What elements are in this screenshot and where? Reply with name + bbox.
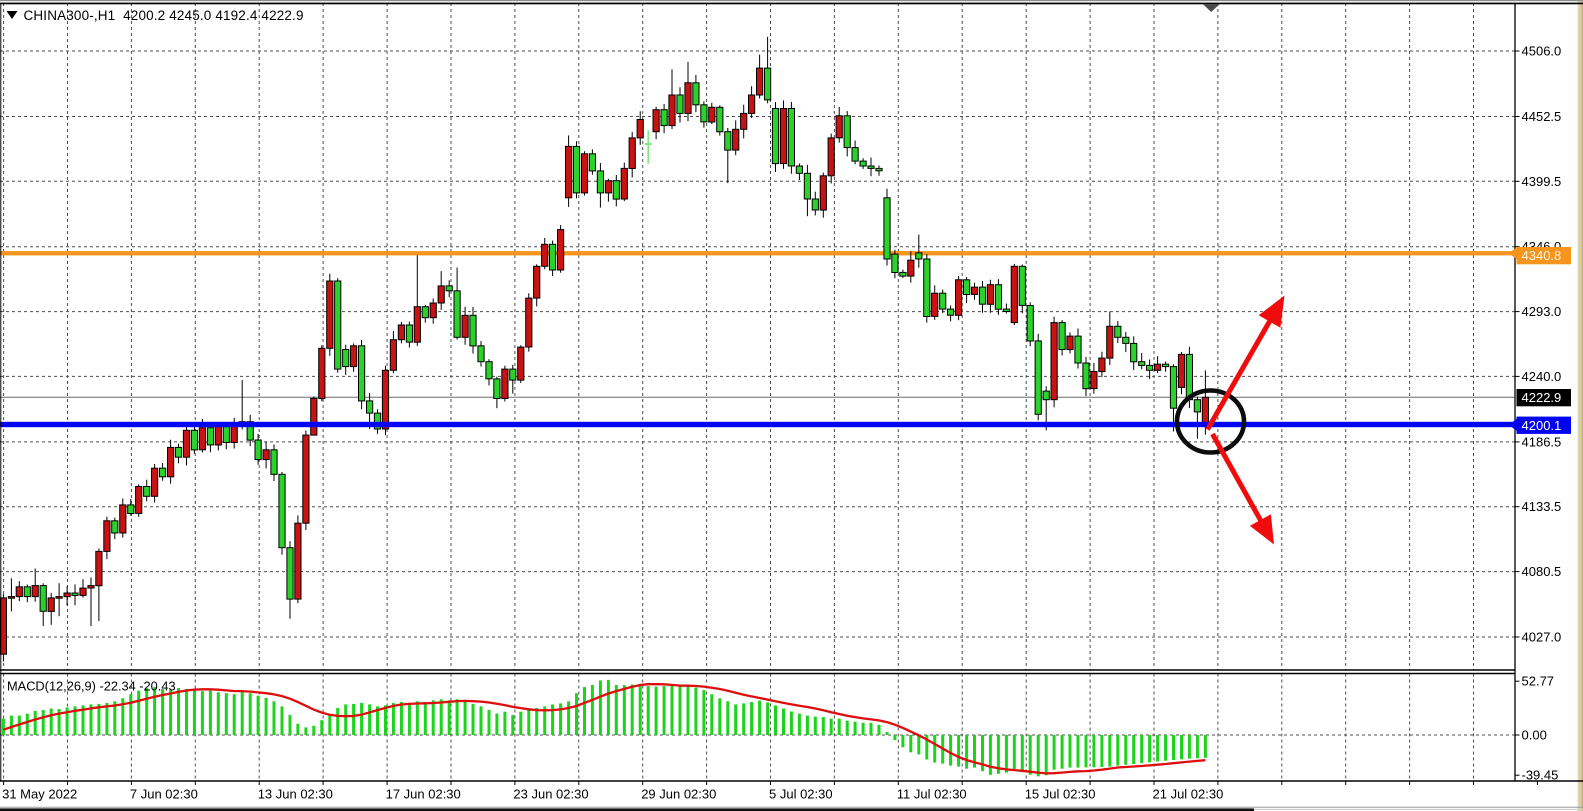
svg-text:23 Jun 02:30: 23 Jun 02:30 <box>513 786 588 801</box>
svg-text:4222.9: 4222.9 <box>1522 390 1562 405</box>
svg-text:4240.0: 4240.0 <box>1522 369 1562 384</box>
svg-text:-39.45: -39.45 <box>1522 768 1559 783</box>
svg-text:7 Jun 02:30: 7 Jun 02:30 <box>130 786 198 801</box>
svg-text:4506.0: 4506.0 <box>1522 44 1562 59</box>
svg-text:21 Jul 02:30: 21 Jul 02:30 <box>1153 786 1224 801</box>
svg-text:4452.5: 4452.5 <box>1522 109 1562 124</box>
svg-text:4340.8: 4340.8 <box>1522 248 1562 263</box>
svg-text:13 Jun 02:30: 13 Jun 02:30 <box>258 786 333 801</box>
svg-text:4027.0: 4027.0 <box>1522 630 1562 645</box>
svg-text:4293.0: 4293.0 <box>1522 304 1562 319</box>
svg-text:4200.1: 4200.1 <box>1522 418 1562 433</box>
svg-text:31 May 2022: 31 May 2022 <box>2 786 77 801</box>
svg-text:CHINA300-,H1 4200.2 4245.0 41: CHINA300-,H1 4200.2 4245.0 4192.4 4222.9 <box>24 8 304 23</box>
svg-text:17 Jun 02:30: 17 Jun 02:30 <box>386 786 461 801</box>
svg-text:MACD(12,26,9) -22.34 -20.43: MACD(12,26,9) -22.34 -20.43 <box>7 678 176 693</box>
svg-text:4186.5: 4186.5 <box>1522 434 1562 449</box>
svg-text:4133.5: 4133.5 <box>1522 499 1562 514</box>
svg-text:29 Jun 02:30: 29 Jun 02:30 <box>641 786 716 801</box>
svg-text:11 Jul 02:30: 11 Jul 02:30 <box>897 786 967 801</box>
svg-text:4399.5: 4399.5 <box>1522 174 1562 189</box>
svg-text:0.00: 0.00 <box>1522 728 1547 743</box>
svg-text:15 Jul 02:30: 15 Jul 02:30 <box>1025 786 1096 801</box>
svg-text:5 Jul 02:30: 5 Jul 02:30 <box>769 786 833 801</box>
svg-text:52.77: 52.77 <box>1522 674 1555 689</box>
svg-text:4080.5: 4080.5 <box>1522 564 1562 579</box>
